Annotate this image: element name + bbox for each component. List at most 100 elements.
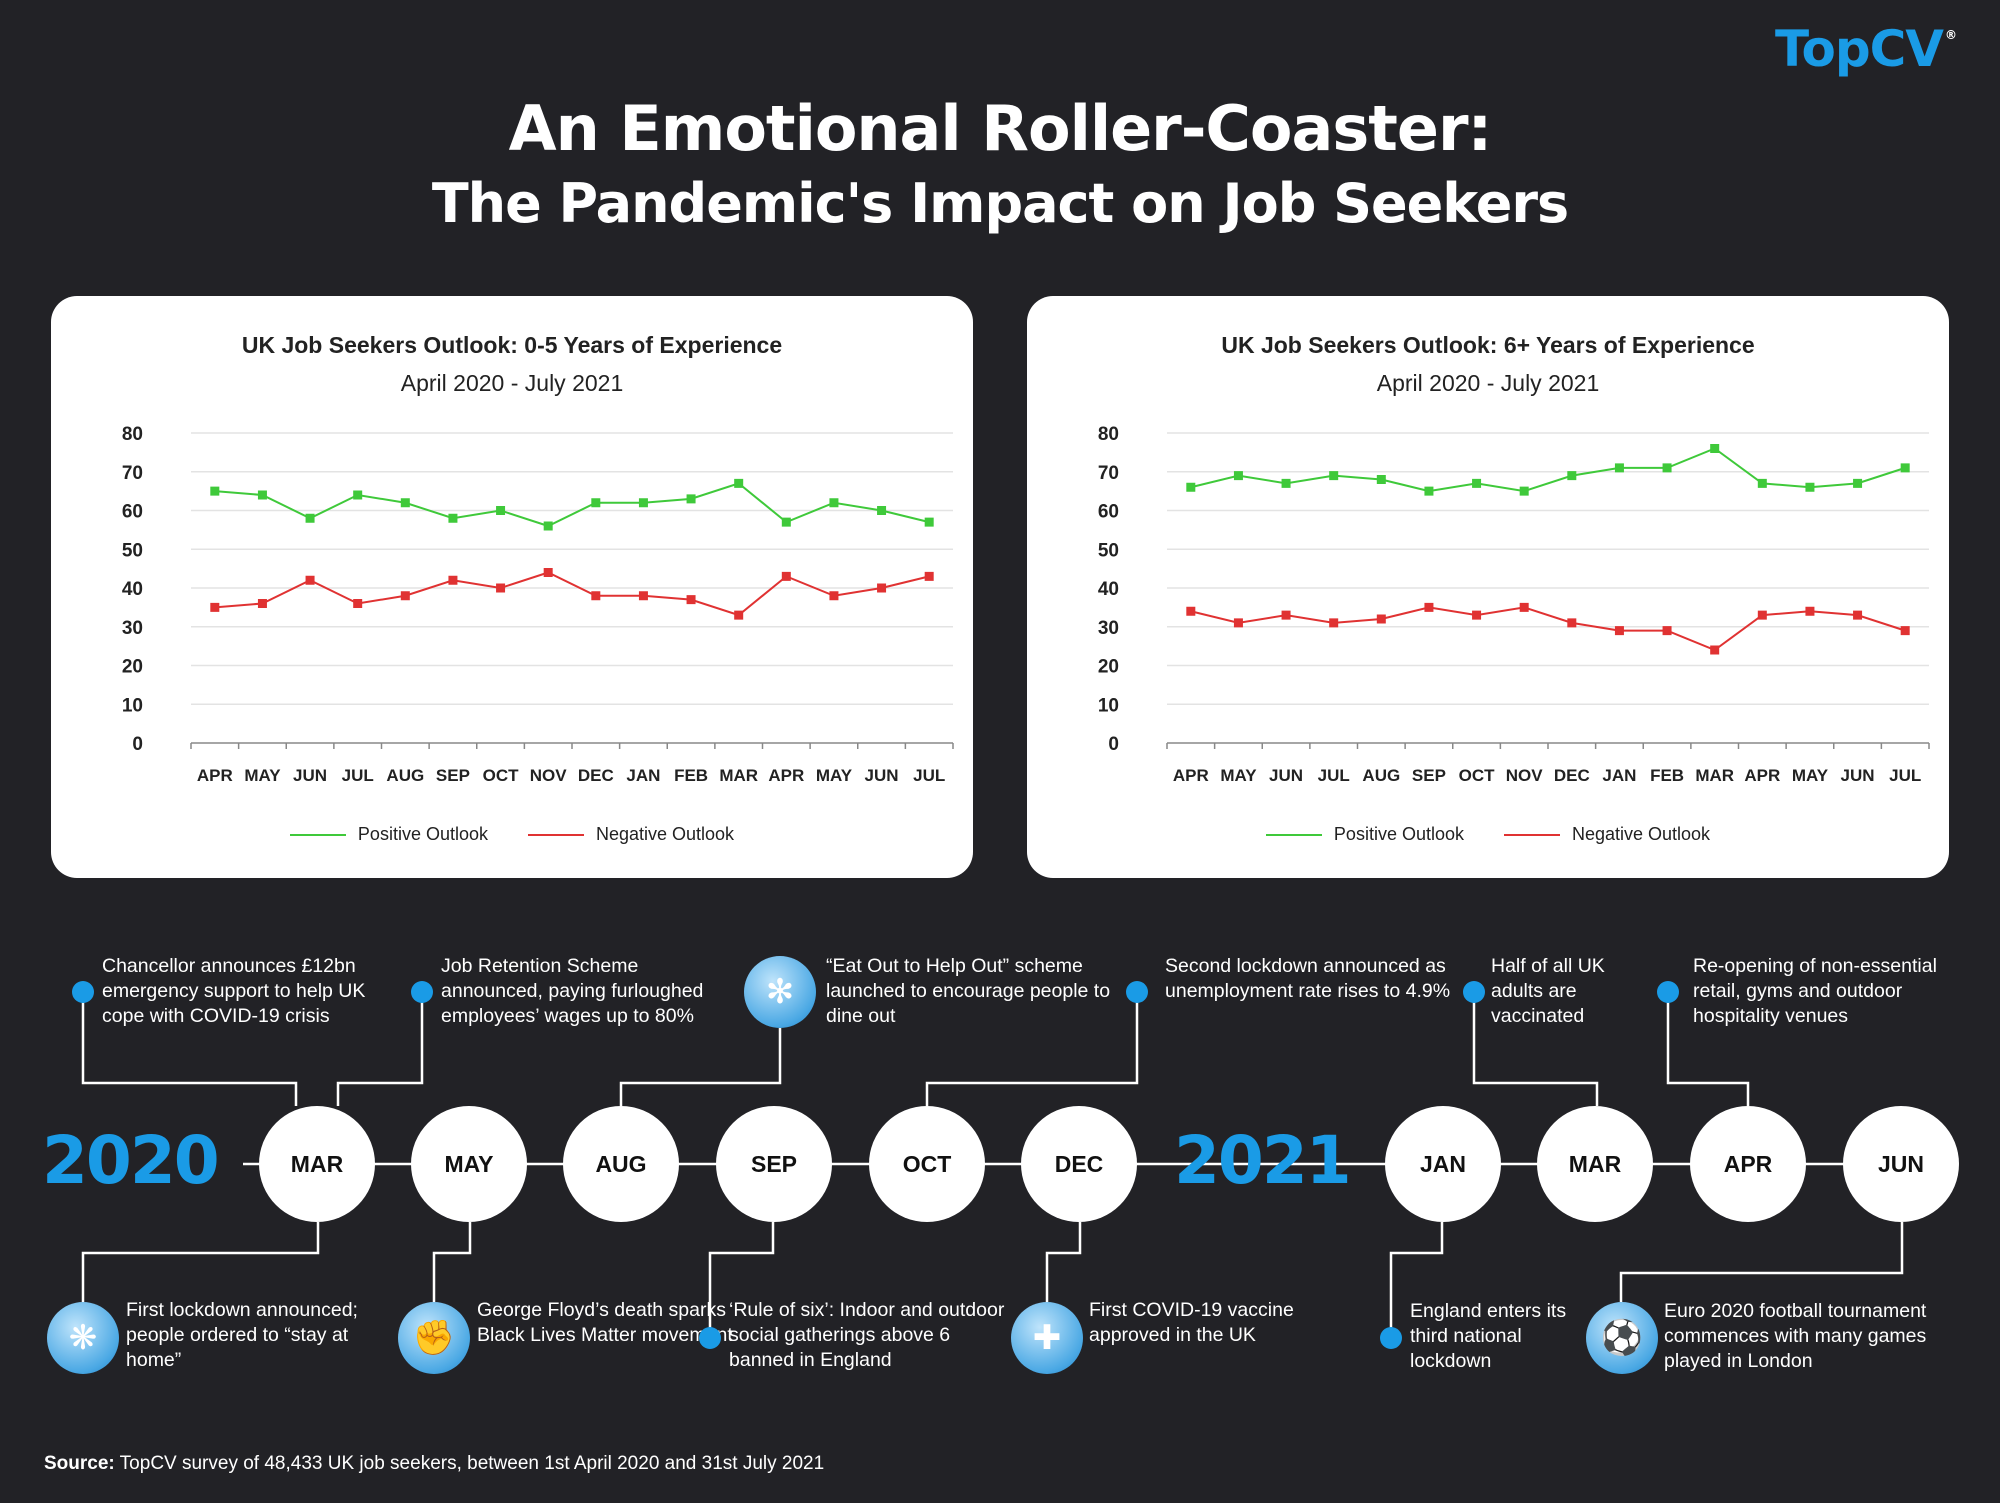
y-tick-label: 30 — [1098, 618, 1119, 639]
event-dot — [1657, 981, 1679, 1003]
x-tick-label: JAN — [1602, 766, 1636, 785]
event-vaccine-approved: First COVID-19 vaccine approved in the U… — [1089, 1299, 1294, 1346]
data-point — [1376, 614, 1386, 624]
data-point — [400, 591, 410, 601]
y-tick-label: 40 — [122, 579, 143, 600]
data-point — [1805, 606, 1815, 616]
page-title: An Emotional Roller-Coaster: — [508, 92, 1493, 165]
data-point — [543, 568, 553, 577]
series-line-negative — [214, 571, 930, 617]
x-tick-label: FEB — [674, 766, 708, 785]
data-point — [924, 571, 934, 581]
event-dot — [1380, 1327, 1402, 1349]
x-tick-label: FEB — [1650, 766, 1684, 785]
data-point — [1329, 618, 1339, 628]
plate-icon: ✻ — [744, 956, 816, 1028]
event-job-retention: Job Retention Scheme announced, paying f… — [441, 955, 704, 1027]
month-may-2020: MAY — [411, 1106, 527, 1222]
page-subtitle: The Pandemic's Impact on Job Seekers — [431, 172, 1569, 235]
x-tick-label: JUN — [293, 766, 327, 785]
legend-positive: Positive Outlook — [1265, 824, 1464, 845]
x-tick-label: APR — [197, 766, 233, 785]
data-point — [1757, 610, 1767, 620]
data-point — [543, 521, 553, 531]
month-oct-2020: OCT — [869, 1106, 985, 1222]
legend-negative: Negative Outlook — [1503, 824, 1710, 845]
data-point — [781, 571, 791, 581]
data-point — [1614, 626, 1624, 636]
x-tick-label: JUN — [1841, 766, 1875, 785]
data-point — [1424, 602, 1434, 612]
y-tick-label: 20 — [122, 657, 143, 678]
year-2021-label: 2021 — [1174, 1122, 1352, 1199]
month-apr-2021: APR — [1690, 1106, 1806, 1222]
data-point — [1186, 482, 1196, 492]
y-tick-label: 30 — [122, 618, 143, 639]
y-tick-label: 20 — [1098, 657, 1119, 678]
data-point — [829, 498, 839, 508]
x-tick-label: NOV — [1506, 766, 1544, 785]
event-reopening: Re-opening of non-essential retail, gyms… — [1693, 955, 1937, 1027]
data-point — [1281, 478, 1291, 488]
event-dot — [1463, 981, 1485, 1003]
x-tick-label: JAN — [626, 766, 660, 785]
data-point — [1757, 478, 1767, 488]
data-point — [1805, 482, 1815, 492]
data-point — [638, 498, 648, 508]
data-point — [400, 498, 410, 508]
data-point — [1233, 471, 1243, 481]
x-tick-label: APR — [1744, 766, 1780, 785]
data-point — [257, 599, 267, 608]
event-chancellor-support: Chancellor announces £12bn emergency sup… — [102, 955, 366, 1027]
x-tick-label: MAY — [1792, 766, 1829, 785]
data-point — [638, 591, 648, 601]
chart-legend: Positive Outlook Negative Outlook — [1027, 824, 1949, 845]
month-sep-2020: SEP — [716, 1106, 832, 1222]
chart-panel-6-plus-years: UK Job Seekers Outlook: 6+ Years of Expe… — [1027, 296, 1949, 878]
chart-panel-0-5-years: UK Job Seekers Outlook: 0-5 Years of Exp… — [51, 296, 973, 878]
legend-positive: Positive Outlook — [289, 824, 488, 845]
year-2020-label: 2020 — [42, 1122, 220, 1199]
x-tick-label: JUL — [342, 766, 374, 785]
data-point — [496, 583, 506, 593]
legend-swatch-negative — [527, 833, 584, 836]
series-line-positive — [1190, 447, 1906, 493]
data-point — [591, 498, 601, 508]
x-tick-label: JUL — [1318, 766, 1350, 785]
data-point — [829, 591, 839, 601]
y-tick-label: 50 — [122, 540, 143, 561]
month-aug-2020: AUG — [563, 1106, 679, 1222]
event-eat-out: “Eat Out to Help Out” scheme launched to… — [826, 955, 1111, 1027]
source-note: Source: TopCV survey of 48,433 UK job se… — [44, 1453, 825, 1474]
x-tick-label: JUN — [865, 766, 899, 785]
data-point — [1662, 463, 1672, 473]
data-point — [353, 599, 363, 608]
chart-subtitle: April 2020 - July 2021 — [400, 370, 624, 396]
data-point — [1710, 444, 1720, 453]
x-tick-label: NOV — [530, 766, 568, 785]
data-point — [496, 506, 506, 515]
y-tick-label: 60 — [1098, 502, 1119, 523]
y-tick-label: 0 — [132, 734, 143, 755]
month-jan-2021: JAN — [1385, 1106, 1501, 1222]
chart-0-svg: 0 10 20 30 40 50 60 70 80 APR MAY JUN JUL AUG SEP OCT NO… — [122, 424, 954, 785]
event-george-floyd: George Floyd’s death sparks Black Lives … — [477, 1299, 733, 1346]
chart-title: UK Job Seekers Outlook: 0-5 Years of Exp… — [241, 332, 783, 358]
data-point — [1567, 618, 1577, 628]
data-point — [877, 583, 887, 593]
month-jun-2021: JUN — [1843, 1106, 1959, 1222]
data-point — [1519, 486, 1529, 496]
y-tick-label: 40 — [1098, 579, 1119, 600]
data-point — [1662, 626, 1672, 636]
y-tick-label: 10 — [122, 695, 143, 716]
y-tick-label: 50 — [1098, 540, 1119, 561]
data-point — [1853, 478, 1863, 488]
event-half-vaccinated: Half of all UK adults are vaccinated — [1491, 955, 1605, 1027]
x-tick-label: OCT — [483, 766, 520, 785]
event-dot — [699, 1327, 721, 1349]
data-point — [1614, 463, 1624, 473]
month-mar-2020: MAR — [259, 1106, 375, 1222]
data-point — [1900, 626, 1910, 636]
event-dot — [1126, 981, 1148, 1003]
data-point — [1281, 610, 1291, 620]
